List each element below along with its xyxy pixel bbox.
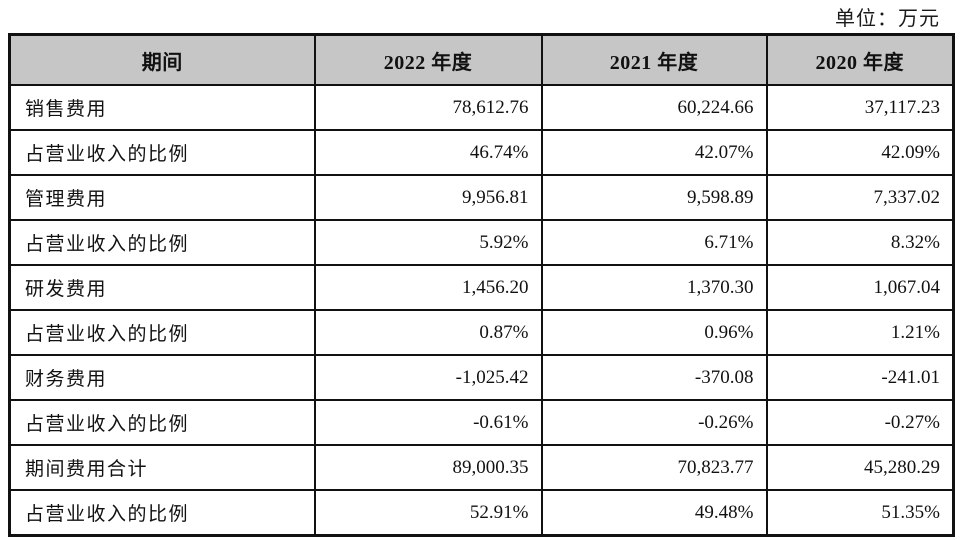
column-header-2020: 2020 年度: [765, 33, 955, 86]
cell-value: 89,000.35: [313, 444, 543, 491]
row-label: 销售费用: [8, 84, 316, 131]
cell-value: 7,337.02: [765, 174, 955, 221]
row-label: 管理费用: [8, 174, 316, 221]
row-label: 占营业收入的比例: [8, 399, 316, 446]
cell-value: 0.96%: [540, 309, 768, 356]
column-header-2022: 2022 年度: [313, 33, 543, 86]
cell-value: 0.87%: [313, 309, 543, 356]
row-label: 占营业收入的比例: [8, 489, 316, 537]
cell-value: 78,612.76: [313, 84, 543, 131]
table-body: 销售费用 78,612.76 60,224.66 37,117.23 占营业收入的比例 4…: [8, 84, 955, 537]
cell-value: -0.61%: [313, 399, 543, 446]
cell-value: 52.91%: [313, 489, 543, 537]
table-row: 财务费用 -1,025.42 -370.08 -241.01: [8, 354, 955, 401]
table-row: 占营业收入的比例 -0.61% -0.26% -0.27%: [8, 399, 955, 446]
cell-value: 51.35%: [765, 489, 955, 537]
cell-value: 42.09%: [765, 129, 955, 176]
table-row: 管理费用 9,956.81 9,598.89 7,337.02: [8, 174, 955, 221]
cell-value: 9,598.89: [540, 174, 768, 221]
row-label: 期间费用合计: [8, 444, 316, 491]
table-row: 占营业收入的比例 0.87% 0.96% 1.21%: [8, 309, 955, 356]
cell-value: -241.01: [765, 354, 955, 401]
row-label: 占营业收入的比例: [8, 129, 316, 176]
table-row: 占营业收入的比例 52.91% 49.48% 51.35%: [8, 489, 955, 537]
cell-value: 42.07%: [540, 129, 768, 176]
cell-value: 1.21%: [765, 309, 955, 356]
header-row: 期间 2022 年度 2021 年度 2020 年度: [8, 33, 955, 86]
cell-value: 9,956.81: [313, 174, 543, 221]
row-label: 研发费用: [8, 264, 316, 311]
cell-value: -1,025.42: [313, 354, 543, 401]
table-row: 占营业收入的比例 5.92% 6.71% 8.32%: [8, 219, 955, 266]
column-header-period: 期间: [8, 33, 316, 86]
cell-value: 46.74%: [313, 129, 543, 176]
cell-value: 60,224.66: [540, 84, 768, 131]
table-header: 期间 2022 年度 2021 年度 2020 年度: [8, 33, 955, 86]
row-label: 占营业收入的比例: [8, 219, 316, 266]
cell-value: 1,456.20: [313, 264, 543, 311]
cell-value: 49.48%: [540, 489, 768, 537]
table-row: 期间费用合计 89,000.35 70,823.77 45,280.29: [8, 444, 955, 491]
row-label: 财务费用: [8, 354, 316, 401]
table-row: 占营业收入的比例 46.74% 42.07% 42.09%: [8, 129, 955, 176]
table-row: 销售费用 78,612.76 60,224.66 37,117.23: [8, 84, 955, 131]
row-label: 占营业收入的比例: [8, 309, 316, 356]
cell-value: 1,067.04: [765, 264, 955, 311]
cell-value: 45,280.29: [765, 444, 955, 491]
cell-value: 8.32%: [765, 219, 955, 266]
cell-value: 70,823.77: [540, 444, 768, 491]
cell-value: -370.08: [540, 354, 768, 401]
cell-value: 1,370.30: [540, 264, 768, 311]
table-row: 研发费用 1,456.20 1,370.30 1,067.04: [8, 264, 955, 311]
cell-value: 6.71%: [540, 219, 768, 266]
column-header-2021: 2021 年度: [540, 33, 768, 86]
expense-table: 期间 2022 年度 2021 年度 2020 年度 销售费用 78,612.76…: [8, 33, 955, 537]
unit-label: 单位：万元: [835, 8, 940, 30]
cell-value: 5.92%: [313, 219, 543, 266]
cell-value: -0.26%: [540, 399, 768, 446]
cell-value: 37,117.23: [765, 84, 955, 131]
cell-value: -0.27%: [765, 399, 955, 446]
